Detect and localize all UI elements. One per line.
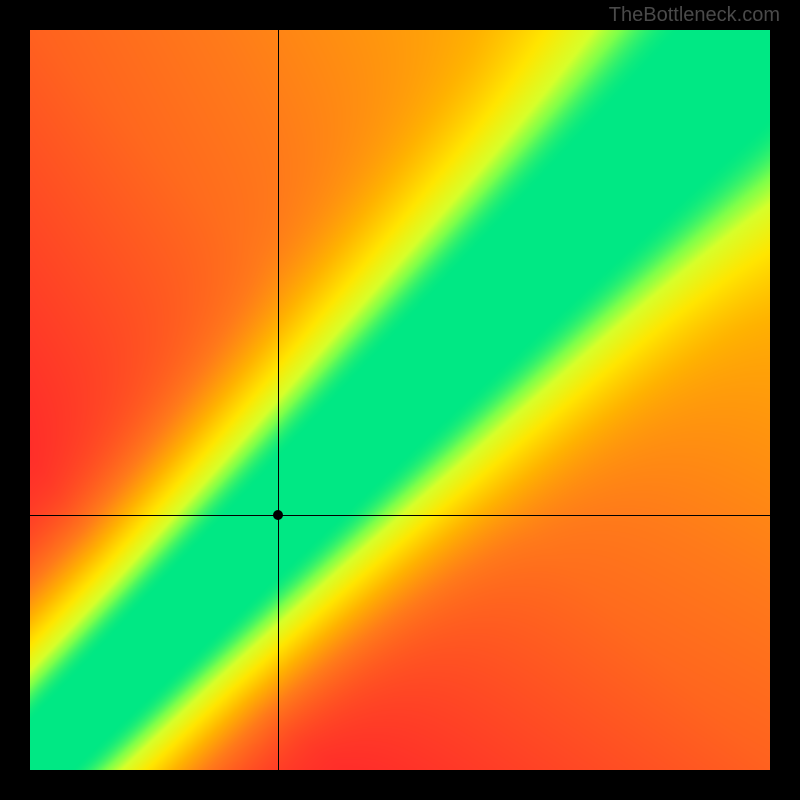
- chart-container: TheBottleneck.com: [0, 0, 800, 800]
- plot-area: [30, 30, 770, 770]
- crosshair-horizontal: [30, 515, 770, 516]
- crosshair-vertical: [278, 30, 279, 770]
- heatmap-canvas: [30, 30, 770, 770]
- marker-dot: [273, 510, 283, 520]
- watermark-text: TheBottleneck.com: [609, 4, 780, 27]
